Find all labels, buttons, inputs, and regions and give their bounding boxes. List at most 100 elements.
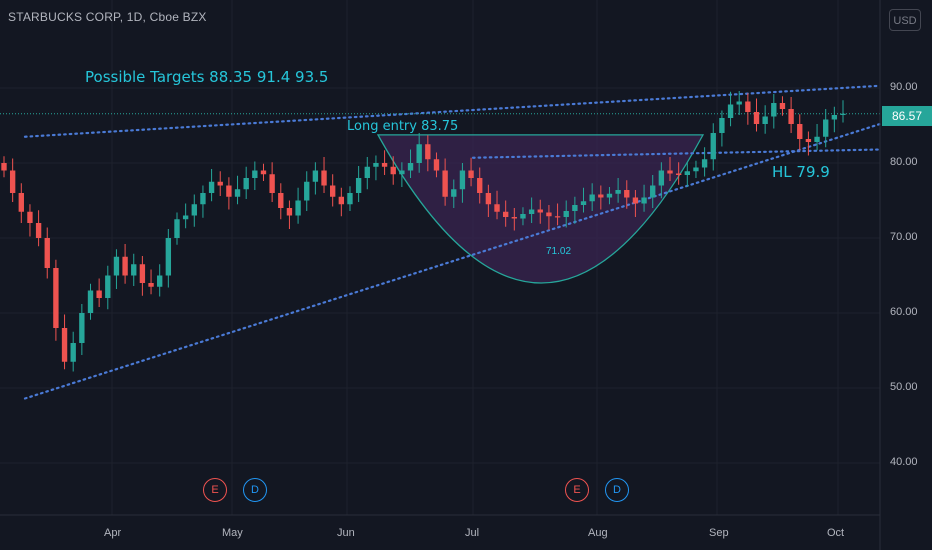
- candle-body: [53, 268, 59, 328]
- candle-body: [840, 113, 846, 115]
- candle-body: [442, 170, 448, 197]
- hl-annotation: HL 79.9: [772, 163, 830, 181]
- candle-body: [191, 204, 197, 216]
- candle-body: [537, 209, 543, 213]
- candle-body: [675, 173, 682, 175]
- candle-body: [563, 211, 569, 217]
- x-tick-label: Jul: [465, 527, 480, 539]
- candle-body: [260, 170, 267, 175]
- x-tick-label: Oct: [827, 527, 845, 539]
- candle-body: [615, 190, 621, 194]
- y-tick-label: 50.00: [890, 381, 918, 393]
- candle-body: [762, 116, 768, 124]
- candle-body: [797, 124, 803, 139]
- trendlines: [23, 84, 882, 400]
- candle-body: [485, 193, 492, 205]
- candle-body: [286, 208, 293, 216]
- currency-button[interactable]: USD: [889, 9, 921, 31]
- candle-body: [502, 211, 509, 217]
- candle-body: [528, 209, 535, 214]
- candle-body: [165, 238, 172, 276]
- candle-body: [693, 167, 699, 172]
- candle-body: [208, 181, 215, 193]
- candle-body: [667, 170, 673, 174]
- candle-body: [425, 144, 431, 160]
- candle-body: [779, 103, 786, 109]
- candle-body: [312, 170, 319, 182]
- candle-body: [105, 275, 111, 298]
- cup-low-label: 71.02: [546, 246, 572, 257]
- candles: [1, 91, 846, 372]
- earnings-event-marker[interactable]: E: [203, 478, 227, 502]
- x-tick-label: Aug: [588, 527, 608, 539]
- candle-body: [174, 219, 180, 238]
- x-tick-label: Jun: [337, 527, 355, 539]
- candle-body: [580, 201, 587, 205]
- candle-body: [554, 216, 561, 218]
- grid-layer: [0, 0, 880, 515]
- candle-body: [70, 343, 76, 362]
- candle-body: [87, 290, 94, 313]
- candle-body: [79, 313, 85, 343]
- candle-body: [355, 178, 362, 193]
- trendline-lower: [471, 148, 882, 159]
- candle-body: [727, 104, 734, 118]
- candle-body: [61, 328, 68, 362]
- candle-body: [831, 115, 838, 120]
- y-tick-label: 70.00: [890, 231, 918, 243]
- candle-body: [658, 170, 665, 186]
- candle-body: [606, 193, 613, 198]
- candle-body: [805, 139, 812, 142]
- candle-body: [148, 283, 154, 287]
- candle-body: [364, 166, 370, 178]
- candle-body: [390, 166, 396, 175]
- x-tick-label: Apr: [104, 527, 122, 539]
- candle-body: [18, 193, 24, 212]
- y-tick-label: 90.00: [890, 81, 918, 93]
- candle-body: [494, 204, 500, 212]
- candle-body: [269, 174, 275, 193]
- candle-body: [182, 215, 189, 220]
- candle-body: [459, 170, 466, 190]
- dividend-event-marker[interactable]: D: [243, 478, 267, 502]
- candle-body: [477, 178, 483, 193]
- candle-body: [624, 190, 630, 198]
- candle-body: [572, 205, 578, 211]
- candle-body: [217, 181, 223, 186]
- candle-body: [338, 196, 345, 205]
- candle-body: [719, 118, 725, 133]
- candle-body: [321, 170, 327, 186]
- candle-body: [546, 212, 552, 217]
- candle-body: [814, 136, 820, 142]
- candle-body: [788, 109, 794, 124]
- candle-body: [701, 159, 708, 168]
- dividend-event-marker[interactable]: D: [605, 478, 629, 502]
- candle-body: [243, 178, 249, 190]
- candle-body: [650, 185, 656, 198]
- candle-body: [684, 171, 690, 175]
- candle-body: [295, 200, 301, 216]
- candle-body: [139, 264, 146, 283]
- y-tick-label: 40.00: [890, 456, 918, 468]
- candle-body: [304, 181, 310, 201]
- candle-body: [632, 197, 639, 204]
- long-entry-annotation: Long entry 83.75: [347, 119, 459, 134]
- candle-body: [157, 275, 163, 287]
- candle-body: [433, 159, 440, 171]
- candle-body: [347, 193, 353, 205]
- candle-body: [399, 170, 405, 175]
- candle-body: [641, 197, 647, 204]
- y-tick-label: 60.00: [890, 306, 918, 318]
- x-tick-label: Sep: [709, 527, 729, 539]
- candle-body: [35, 223, 42, 238]
- candle-body: [753, 112, 760, 124]
- candle-body: [468, 170, 474, 178]
- y-tick-label: 80.00: [890, 156, 918, 168]
- earnings-event-marker[interactable]: E: [565, 478, 589, 502]
- candle-body: [736, 101, 742, 105]
- x-tick-label: May: [222, 527, 243, 539]
- candle-body: [416, 144, 422, 163]
- candle-body: [9, 170, 16, 193]
- candle-body: [451, 189, 457, 197]
